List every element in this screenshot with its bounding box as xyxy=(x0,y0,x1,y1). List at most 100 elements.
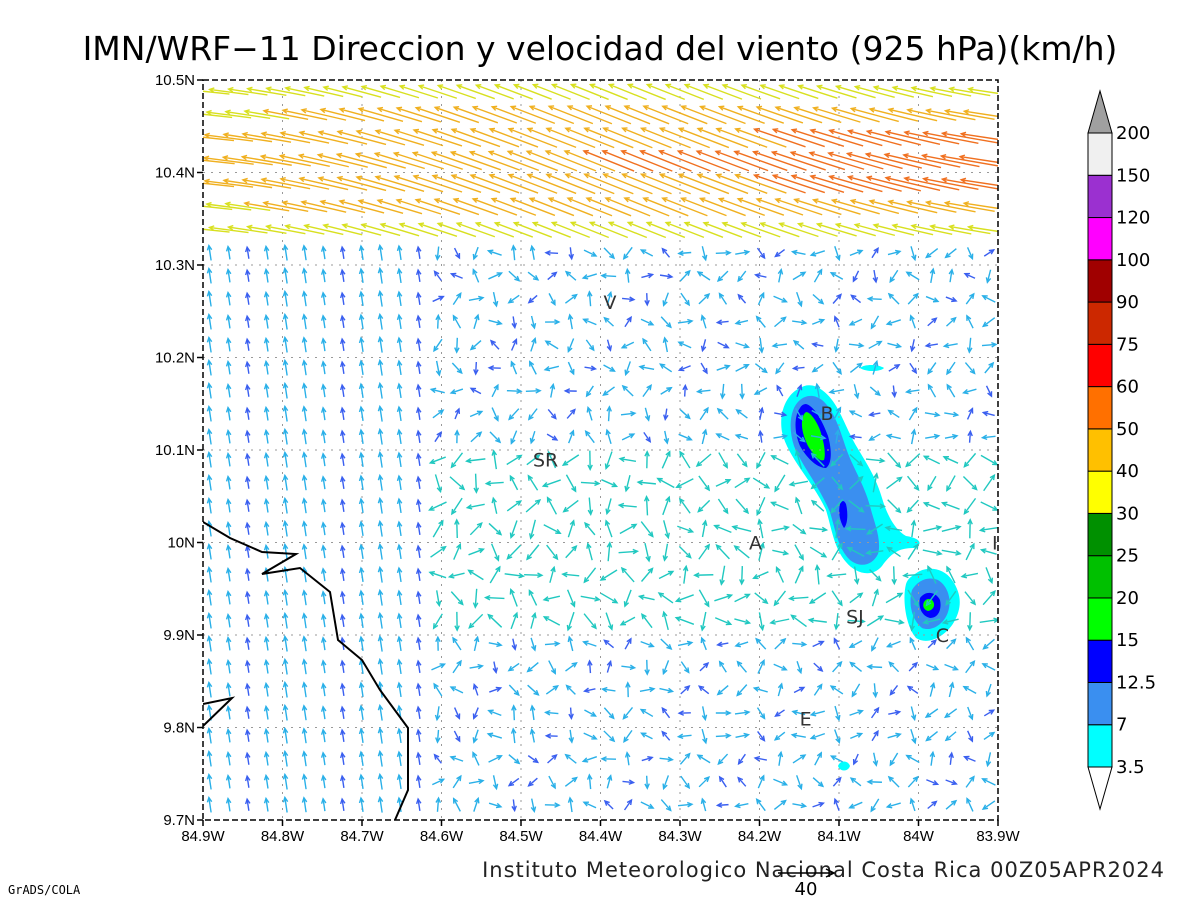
wind-vector-head xyxy=(894,364,901,370)
wind-vector xyxy=(282,450,289,468)
wind-vector-head xyxy=(537,572,544,578)
wind-vector-shaft xyxy=(849,454,863,466)
place-label: E xyxy=(800,708,812,730)
contour-15-c xyxy=(923,598,935,611)
wind-vector xyxy=(298,176,349,191)
wind-vector-head xyxy=(645,555,651,563)
wind-vector xyxy=(225,544,232,559)
wind-vector-head xyxy=(300,200,307,206)
wind-vector-shaft xyxy=(261,178,311,190)
wind-vector-shaft xyxy=(605,612,613,630)
wind-vector-shaft xyxy=(417,453,421,467)
wind-vector-head xyxy=(640,613,647,620)
wind-vector-head xyxy=(396,336,403,344)
wind-vector-shaft xyxy=(470,387,482,395)
wind-vector-shaft xyxy=(246,408,250,420)
wind-vector xyxy=(526,661,539,673)
wind-vector xyxy=(811,198,861,215)
y-tick-label: 9.9N xyxy=(163,627,195,644)
wind-vector xyxy=(529,430,536,445)
wind-vector-shaft xyxy=(796,385,802,397)
wind-vector-head xyxy=(206,473,213,481)
wind-vector xyxy=(920,153,980,168)
wind-vector-head xyxy=(206,588,213,596)
wind-vector-shaft xyxy=(567,361,575,375)
wind-vector-shaft xyxy=(717,498,729,514)
wind-vector-shaft xyxy=(398,245,402,261)
wind-vector-shaft xyxy=(754,363,768,373)
wind-vector-head xyxy=(829,755,837,761)
wind-vector-shaft xyxy=(816,565,820,585)
wind-vector xyxy=(699,662,710,672)
wind-vector-head xyxy=(807,617,815,624)
wind-vector xyxy=(244,682,251,696)
wind-vector xyxy=(339,291,346,305)
wind-vector xyxy=(489,339,500,350)
wind-vector-shaft xyxy=(552,83,590,101)
wind-vector-shaft xyxy=(322,798,326,812)
wind-vector-head xyxy=(433,345,439,353)
wind-vector-head xyxy=(244,705,251,713)
wind-vector-head xyxy=(431,174,439,180)
wind-vector xyxy=(320,360,327,375)
wind-vector-head xyxy=(940,501,948,507)
wind-vector-head xyxy=(657,149,665,156)
wind-vector xyxy=(715,319,729,325)
wind-vector-head xyxy=(511,644,518,651)
wind-vector-head xyxy=(491,449,498,456)
wind-vector xyxy=(643,431,652,443)
wind-vector-head xyxy=(752,173,760,180)
wind-vector-head xyxy=(244,498,251,506)
wind-vector-head xyxy=(645,436,652,443)
wind-vector-shaft xyxy=(341,799,345,811)
wind-vector-shaft xyxy=(303,521,307,537)
wind-vector-head xyxy=(969,542,975,550)
wind-vector-shaft xyxy=(758,612,764,630)
wind-vector xyxy=(872,223,915,236)
wind-vector xyxy=(225,590,232,605)
wind-vector-head xyxy=(339,728,346,736)
wind-vector xyxy=(811,409,826,419)
wind-vector xyxy=(547,197,594,217)
wind-vector xyxy=(618,548,640,555)
wind-vector-head xyxy=(358,405,365,413)
wind-vector-head xyxy=(778,222,785,228)
wind-vector-head xyxy=(339,314,346,322)
wind-vector xyxy=(601,479,619,488)
wind-vector-head xyxy=(701,519,708,526)
wind-vector-shaft xyxy=(318,177,368,191)
wind-vector-head xyxy=(450,508,457,516)
wind-vector-shaft xyxy=(792,271,806,281)
wind-vector xyxy=(734,319,749,326)
wind-vector xyxy=(717,197,765,217)
wind-vector-shaft xyxy=(773,778,787,786)
wind-vector-shaft xyxy=(457,84,495,100)
wind-vector-head xyxy=(339,245,346,253)
wind-vector-shaft xyxy=(379,659,383,675)
wind-vector-shaft xyxy=(623,799,633,811)
wind-vector xyxy=(225,705,232,720)
colorbar-swatch xyxy=(1087,217,1113,261)
wind-vector-shaft xyxy=(701,611,707,631)
wind-vector-head xyxy=(396,359,403,367)
wind-vector xyxy=(927,383,937,398)
wind-vector-head xyxy=(834,518,841,525)
wind-vector xyxy=(586,290,593,307)
wind-vector-head xyxy=(565,684,572,691)
wind-vector xyxy=(624,267,631,283)
wind-vector-head xyxy=(358,773,365,781)
wind-vector-head xyxy=(492,667,499,675)
wind-vector-head xyxy=(853,223,861,229)
wind-vector xyxy=(884,618,905,625)
wind-vector xyxy=(488,522,503,536)
wind-vector-shaft xyxy=(588,291,592,307)
wind-vector xyxy=(833,637,841,650)
wind-vector-shaft xyxy=(204,157,254,165)
wind-vector-shaft xyxy=(360,614,364,628)
wind-vector-shaft xyxy=(949,87,991,97)
wind-vector-head xyxy=(301,290,308,297)
wind-vector-shaft xyxy=(531,705,535,721)
wind-vector-head xyxy=(952,665,959,671)
wind-vector-shaft xyxy=(678,734,692,738)
wind-vector-shaft xyxy=(698,589,710,607)
